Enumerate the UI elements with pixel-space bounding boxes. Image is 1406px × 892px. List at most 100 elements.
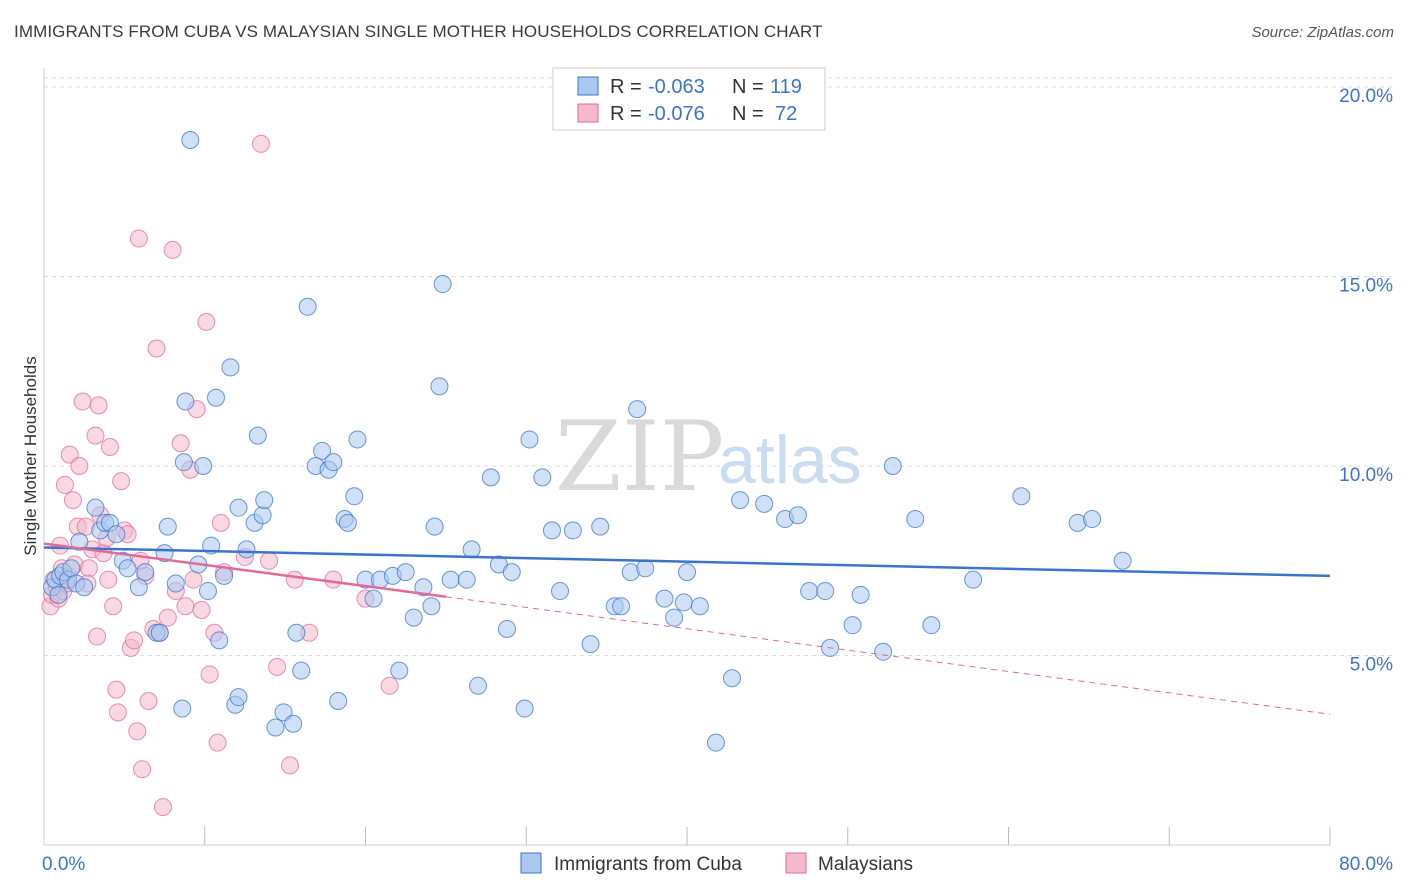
trend-lines [43,542,1331,715]
malaysians-point [100,438,119,457]
cuba-point [551,582,570,601]
cuba-point [229,498,248,517]
y-tick-label: 15.0% [1339,275,1393,296]
y-tick-label: 5.0% [1350,654,1393,675]
cuba-point [906,510,925,529]
cuba-point [628,400,647,419]
malaysians-point [280,756,299,775]
cuba-point [581,635,600,654]
malaysians-point [184,570,203,589]
cuba-point [469,676,488,695]
legend-box: R = -0.063 N = 119 R = -0.076 N = 72 [552,67,826,131]
cuba-point [851,585,870,604]
x-axis-ticks [204,827,1331,845]
cuba-point [520,430,539,449]
cuba-point [674,593,693,612]
cuba-point [883,456,902,475]
malaysians-point [104,597,123,616]
chart-title: IMMIGRANTS FROM CUBA VS MALAYSIAN SINGLE… [14,22,823,41]
cuba-point [181,131,200,150]
cuba-point [313,441,332,460]
cuba-point [788,506,807,525]
cuba-point [1012,487,1031,506]
legend-r-value-cuba: -0.063 [648,76,705,98]
legend-r-label-cuba: R = [610,76,642,98]
malaysians-point [324,570,343,589]
cuba-point [800,582,819,601]
cuba-point [690,597,709,616]
x-tick-label-min: 0.0% [42,854,85,875]
cuba-point [515,699,534,718]
cuba-point [255,491,274,510]
cuba-point [215,566,234,585]
bottom-legend-label-cuba: Immigrants from Cuba [554,854,742,875]
watermark-atlas: atlas [718,422,862,498]
cuba-point [62,559,81,578]
cuba-point [964,570,983,589]
cuba-point [396,563,415,582]
cuba-point [329,691,348,710]
cuba-point [636,559,655,578]
malaysians-point [380,676,399,695]
malaysians-point [153,798,172,817]
cuba-point [843,616,862,635]
cuba-point [158,517,177,536]
malaysians-point [86,426,105,445]
cuba-point [414,578,433,597]
y-tick-label: 10.0% [1339,465,1393,486]
chart-source: Source: ZipAtlas.com [1251,24,1394,41]
cuba-point [706,733,725,752]
grid-lines [44,77,1392,656]
cuba-point [198,582,217,601]
malaysians-point [70,456,89,475]
cuba-point [723,669,742,688]
cuba-point [457,570,476,589]
malaysians-point [192,601,211,620]
y-axis-label: Single Mother Households [21,356,40,555]
cuba-point [229,688,248,707]
cuba-point [678,563,696,582]
malaysians-point [208,733,227,752]
malaysians-point [211,513,230,532]
malaysians-point [171,434,190,453]
cuba-point [731,491,750,510]
cuba-point [922,616,941,635]
malaysians-point [197,312,216,331]
malaysians-point [129,229,148,248]
cuba-point [292,661,311,680]
trend-line-cuba [43,546,1331,578]
malaysians-point [176,597,195,616]
cuba-point [563,521,582,540]
cuba-point [266,718,285,737]
cuba-point [481,468,500,487]
cuba-point [816,582,835,601]
cuba-point [542,521,561,540]
watermark: ZIP atlas [555,401,862,513]
cuba-point [655,589,674,608]
cuba-point [173,699,192,718]
cuba-point [348,430,367,449]
malaysians-point [63,491,82,510]
cuba-point [118,559,137,578]
malaysians-point [80,559,99,578]
malaysians-point [285,570,304,589]
malaysians-point [107,680,126,699]
legend-swatch-cuba [577,76,599,96]
malaysians-point [200,665,219,684]
cuba-point [253,506,272,525]
cuba-point [136,563,155,582]
cuba-point [237,540,256,559]
malaysians-point [260,551,279,570]
trend-line-malaysians [43,542,447,598]
cuba-point [248,426,267,445]
cuba-point [364,589,383,608]
malaysians-point [112,472,131,491]
bottom-legend: Immigrants from Cuba Malaysians [520,852,913,875]
malaysians-point [108,703,127,722]
cuba-point [1083,510,1102,529]
y-tick-label: 20.0% [1339,86,1393,107]
cuba-point [129,578,148,597]
bottom-legend-label-malaysians: Malaysians [818,854,913,875]
cuba-point [174,453,193,472]
